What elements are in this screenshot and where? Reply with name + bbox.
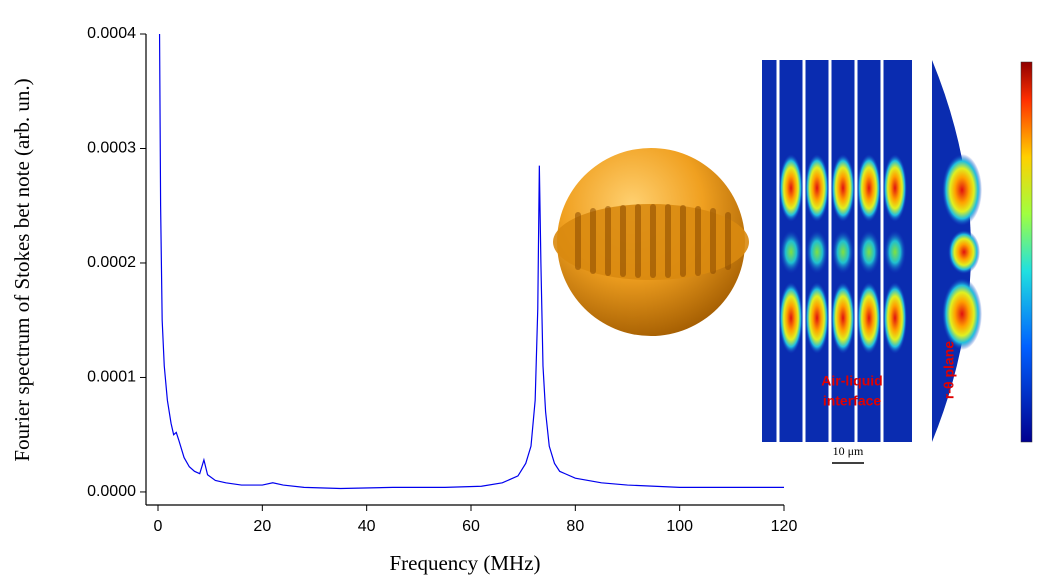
y-tick-label: 0.0004	[87, 25, 136, 42]
annotation: interface	[823, 393, 882, 409]
scale-label: 10 μm	[833, 444, 864, 458]
y-axis-title: Fourier spectrum of Stokes bet note (arb…	[10, 78, 34, 461]
y-tick-label: 0.0003	[87, 140, 136, 157]
sphere-inset	[553, 148, 749, 336]
x-tick-label: 40	[358, 518, 376, 535]
y-tick-label: 0.0002	[87, 254, 136, 271]
annotation: Air-liquid	[821, 373, 882, 389]
x-axis-title: Frequency (MHz)	[389, 551, 540, 575]
y-tick-label: 0.0001	[87, 369, 136, 386]
annotation: r-θ plane	[941, 341, 957, 399]
y-tick-label: 0.0000	[87, 483, 136, 500]
line-series	[158, 33, 784, 490]
x-tick-label: 20	[253, 518, 271, 535]
x-tick-label: 0	[154, 518, 163, 535]
x-tick-label: 60	[462, 518, 480, 535]
x-tick-label: 80	[566, 518, 584, 535]
x-tick-label: 120	[771, 518, 798, 535]
x-tick-label: 100	[666, 518, 693, 535]
field-map-inset	[762, 60, 1033, 464]
